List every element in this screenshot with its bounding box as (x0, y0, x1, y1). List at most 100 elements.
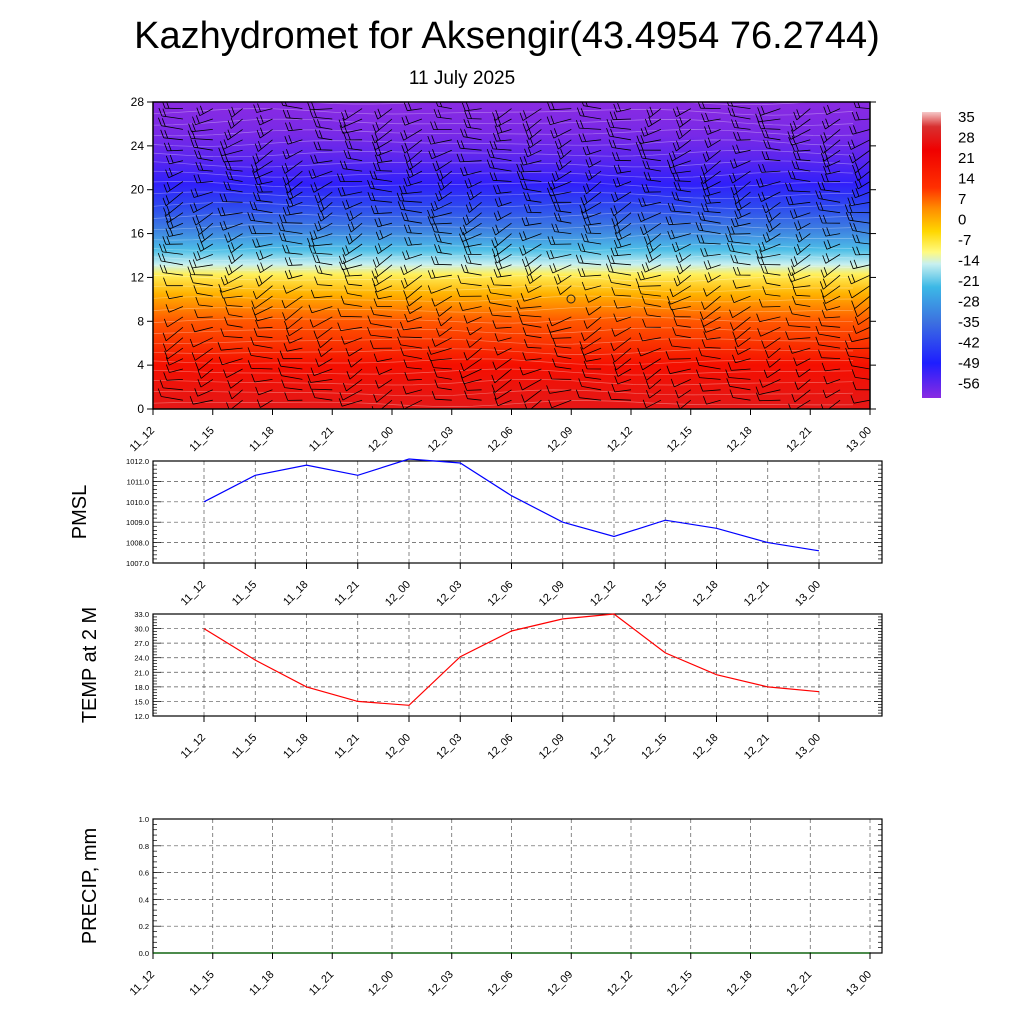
wind-barb (758, 298, 781, 308)
wind-barb (792, 287, 811, 297)
wind-barb (278, 232, 303, 245)
wind-barb (700, 316, 721, 327)
time-tick-label: 12_21 (742, 579, 772, 609)
wind-barb (553, 202, 572, 214)
wind-barb (218, 356, 243, 366)
wind-barb (607, 391, 632, 401)
wind-barb (278, 214, 303, 224)
wind-barb (456, 140, 482, 151)
wind-barb (551, 223, 572, 234)
wind-barb (256, 127, 273, 139)
wind-barb (851, 111, 870, 121)
wind-barb (646, 242, 662, 254)
wind-barb (397, 201, 422, 214)
wind-barb (675, 128, 692, 140)
wind-barb (346, 368, 363, 380)
wind-barb (575, 254, 602, 266)
height-tick-label: 4 (137, 358, 144, 372)
wind-barb (401, 212, 422, 224)
wind-barb (153, 118, 154, 119)
y-tick-label: 27.0 (134, 639, 149, 648)
wind-barb (251, 306, 273, 316)
wind-barb (553, 212, 572, 224)
wind-barb (676, 399, 692, 409)
wind-barb (345, 233, 363, 245)
wind-barb (524, 284, 542, 293)
wind-barb (437, 316, 453, 327)
wind-barb (606, 118, 632, 130)
y-tick-label: 24.0 (134, 654, 149, 663)
wind-barb (729, 170, 751, 184)
wind-barb (158, 107, 183, 120)
wind-barb (195, 358, 214, 371)
wind-barb (818, 214, 841, 224)
wind-barb (731, 119, 751, 130)
wind-barb (217, 207, 243, 217)
chart-title: Kazhydromet for Aksengir(43.4954 76.2744… (134, 15, 880, 57)
colorbar-label: -14 (958, 253, 980, 270)
wind-barb (218, 284, 243, 293)
wind-barb (431, 256, 452, 266)
wind-barb (787, 129, 811, 140)
wind-barb (371, 399, 393, 409)
wind-barb (646, 379, 662, 390)
colorbar-labels: 35 28 21 14 7 0 -7 -14 -21 -28 -35 -42 -49 -56 (958, 109, 980, 393)
wind-barb (314, 276, 333, 287)
wind-barb (225, 170, 243, 182)
wind-barb (844, 204, 870, 214)
time-tick-label: 12_12 (605, 425, 635, 455)
wind-barb (337, 173, 363, 182)
colorbar-label: -56 (958, 376, 980, 393)
wind-barb (372, 118, 393, 133)
wind-barb (519, 231, 542, 242)
wind-barb (668, 337, 691, 349)
wind-barb (730, 316, 751, 331)
wind-barb (516, 163, 542, 173)
isotherm-contour (153, 160, 854, 168)
wind-barb (282, 306, 303, 321)
isotherm-contour (153, 191, 854, 199)
wind-barb (583, 181, 602, 195)
wind-barb (755, 386, 781, 395)
wind-barb (822, 253, 841, 264)
wind-barb (611, 347, 632, 363)
wind-barb (580, 209, 602, 220)
y-tick-label: 1012.0 (126, 457, 149, 466)
wind-barb (815, 201, 841, 214)
wind-barb (854, 306, 870, 318)
colorbar-label: -35 (958, 314, 980, 331)
wind-barb (492, 358, 512, 371)
wind-barb (785, 196, 811, 206)
wind-barb (340, 295, 363, 307)
wind-barb (518, 379, 542, 391)
wind-barb (157, 388, 183, 401)
colorbar-label: -28 (958, 294, 980, 311)
wind-barb (576, 107, 602, 120)
wind-barb (153, 212, 154, 214)
time-tick-label: 12_15 (665, 969, 695, 999)
wind-barb (463, 347, 482, 361)
wind-barb (585, 157, 602, 168)
height-axis: 0 4 8 12 16 20 24 28 (131, 95, 876, 416)
wind-barb (730, 158, 751, 169)
wind-barb (638, 197, 661, 207)
wind-barb (402, 385, 423, 395)
wind-barb (194, 388, 213, 397)
wind-barb (493, 132, 512, 142)
wind-barb (761, 129, 781, 141)
wind-barb (788, 305, 811, 318)
wind-barb (165, 290, 183, 300)
panel-frame (152, 460, 883, 564)
time-tick-label: 11_21 (332, 579, 362, 609)
wind-barb (726, 242, 751, 255)
wind-barb (575, 119, 602, 130)
wind-barb (585, 169, 602, 181)
wind-barb (516, 300, 542, 309)
wind-barb (526, 273, 542, 284)
wind-barb (253, 328, 273, 339)
time-tick-label: 11_12 (179, 732, 209, 762)
wind-barb (671, 191, 691, 203)
wind-barb (224, 161, 243, 172)
wind-barb (548, 370, 572, 380)
